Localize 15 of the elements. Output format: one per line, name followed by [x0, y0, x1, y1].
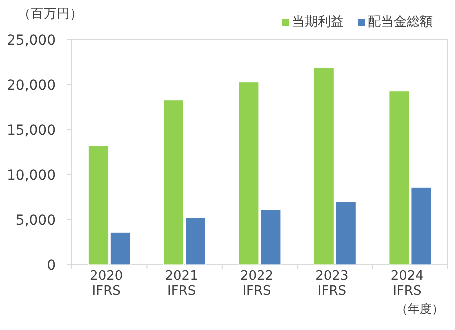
x-tick-label: 2024 IFRS: [390, 269, 424, 299]
x-tick-label: 2022 IFRS: [240, 269, 274, 299]
legend-label: 当期利益: [292, 15, 344, 30]
y-tick-label: 20,000: [7, 78, 56, 94]
x-tick-label: 2020 IFRS: [90, 269, 124, 299]
y-axis-title: （百万円）: [18, 7, 83, 22]
legend-label: 配当金総額: [368, 15, 433, 30]
y-tick-label: 25,000: [7, 33, 56, 49]
y-tick-label: 10,000: [7, 168, 56, 184]
x-axis-title: （年度）: [396, 302, 444, 316]
x-tick-label: 2023 IFRS: [316, 269, 349, 299]
y-tick-label: 0: [47, 258, 56, 274]
y-tick-label: 15,000: [7, 123, 56, 139]
y-tick-label: 5,000: [16, 213, 56, 229]
x-tick-label: 2021 IFRS: [165, 269, 198, 299]
